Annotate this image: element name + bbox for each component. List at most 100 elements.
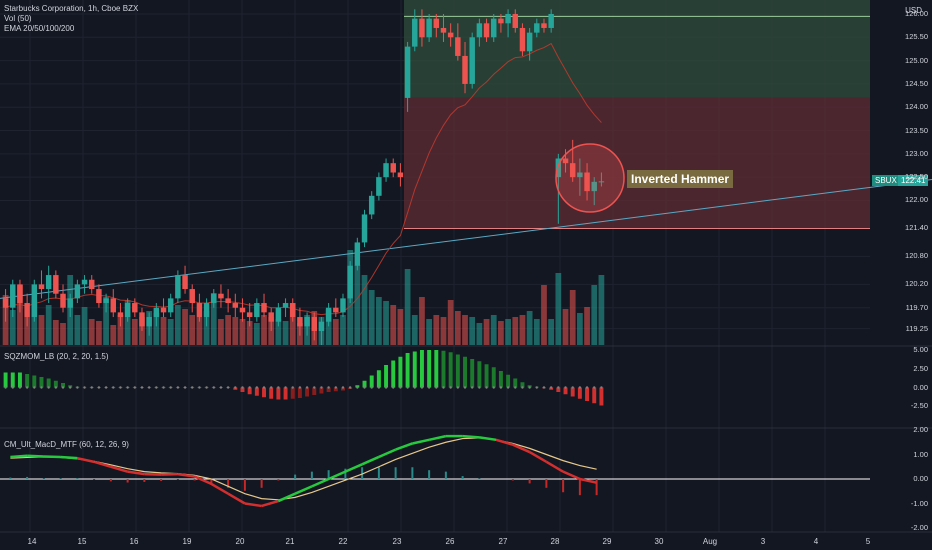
- macd-line-segment: [294, 485, 313, 495]
- volume-bar: [404, 269, 411, 345]
- candle-body: [132, 303, 138, 313]
- volume-bar: [533, 319, 540, 345]
- volume-bar: [447, 300, 454, 345]
- macd-line-segment: [77, 456, 95, 464]
- macd-tick-label: 0.00: [913, 474, 928, 483]
- sqz-dot: [226, 386, 230, 389]
- sqz-dot: [506, 386, 510, 389]
- candle-body: [333, 307, 339, 313]
- volume-bar: [383, 301, 389, 345]
- x-tick-label: 23: [392, 537, 402, 546]
- candle-body: [275, 307, 282, 322]
- sqz-dot: [521, 386, 524, 389]
- candle-body: [519, 27, 526, 52]
- macd-pane-title: CM_Ult_MacD_MTF (60, 12, 26, 9): [4, 440, 129, 449]
- volume-bar: [74, 315, 81, 345]
- sqz-dot: [277, 386, 280, 389]
- x-tick-label: 14: [27, 537, 37, 546]
- candle-body: [182, 275, 188, 290]
- sqz-dot: [241, 386, 244, 389]
- candle-body: [167, 298, 174, 313]
- candle-body: [10, 284, 16, 308]
- sqz-dot: [25, 386, 29, 389]
- candle-body: [153, 307, 160, 318]
- volume-bar: [469, 317, 476, 345]
- volume-bar: [175, 305, 181, 345]
- sqz-dot: [205, 386, 208, 389]
- sqz-dot: [334, 386, 338, 389]
- candle-body: [254, 303, 260, 318]
- inverted-hammer-annotation[interactable]: Inverted Hammer: [627, 170, 734, 188]
- candle-body: [89, 279, 95, 290]
- sqz-dot: [499, 386, 503, 389]
- volume-bar: [17, 285, 23, 345]
- sqz-dot: [392, 386, 395, 389]
- candle-body: [146, 317, 152, 327]
- volume-bar: [411, 315, 418, 345]
- sqz-dot: [564, 386, 567, 389]
- sqz-dot: [514, 386, 517, 389]
- volume-bar: [332, 319, 339, 345]
- candle-body: [426, 18, 432, 38]
- candle-body: [534, 23, 540, 33]
- ema-indicator-label: EMA 20/50/100/200: [4, 24, 75, 33]
- sqz-pane-title: SQZMOM_LB (20, 2, 20, 1.5): [4, 352, 109, 361]
- candle-body: [505, 13, 511, 24]
- price-tick-label: 120.80: [905, 251, 928, 261]
- sqz-dot: [449, 386, 452, 389]
- price-tick-label: 122.00: [905, 195, 928, 205]
- candle-body: [261, 303, 267, 313]
- sqz-dot: [183, 386, 187, 389]
- macd-line-segment: [210, 482, 229, 495]
- sqz-dot: [348, 386, 352, 389]
- volume-bar: [368, 290, 375, 345]
- candle-body: [404, 46, 411, 98]
- sqz-tick-label: 2.50: [913, 363, 928, 373]
- volume-bar: [9, 310, 16, 345]
- candle-body: [541, 23, 547, 28]
- macd-line-segment: [462, 434, 480, 439]
- volume-bar: [541, 285, 547, 345]
- sqz-dot: [47, 386, 50, 389]
- candle-body: [340, 298, 346, 313]
- sqz-dot: [291, 386, 294, 389]
- macd-line-segment: [110, 465, 128, 473]
- volume-bar: [419, 297, 425, 345]
- x-tick-label: 26: [445, 537, 455, 546]
- price-tick-label: 125.50: [905, 32, 928, 42]
- volume-bar: [440, 317, 447, 345]
- sqz-dot: [68, 386, 72, 389]
- sqz-tick-label: 0.00: [913, 382, 928, 392]
- candle-body: [239, 307, 246, 313]
- x-tick-label: 16: [129, 537, 139, 546]
- candle-body: [139, 312, 145, 327]
- x-tick-label: 15: [77, 537, 87, 546]
- volume-bar: [526, 311, 533, 345]
- volume-bar: [232, 317, 239, 345]
- macd-line-segment: [10, 454, 28, 459]
- sqz-dot: [578, 386, 582, 389]
- candle-body: [297, 317, 303, 327]
- x-tick-label: 3: [760, 537, 766, 546]
- price-tick-label: 124.50: [905, 78, 928, 88]
- candle-body: [383, 163, 389, 178]
- sqz-dot: [248, 386, 251, 389]
- sqz-dot: [4, 386, 7, 389]
- highlight-circle: [555, 143, 625, 213]
- macd-line-segment: [93, 460, 112, 468]
- candle-body: [462, 55, 468, 84]
- sqz-dot: [61, 386, 65, 389]
- sqz-dot: [212, 386, 215, 389]
- macd-line-segment: [395, 442, 413, 451]
- sqz-dot: [356, 386, 359, 389]
- candle-body: [397, 172, 404, 178]
- candle-body: [103, 298, 109, 304]
- candle-body: [31, 284, 38, 318]
- macd-tick-label: -1.00: [910, 498, 928, 508]
- volume-bar: [261, 315, 267, 345]
- sqz-dot: [406, 386, 409, 389]
- sqz-dot: [485, 386, 488, 389]
- sqz-dot: [234, 386, 237, 389]
- volume-bar: [548, 319, 555, 345]
